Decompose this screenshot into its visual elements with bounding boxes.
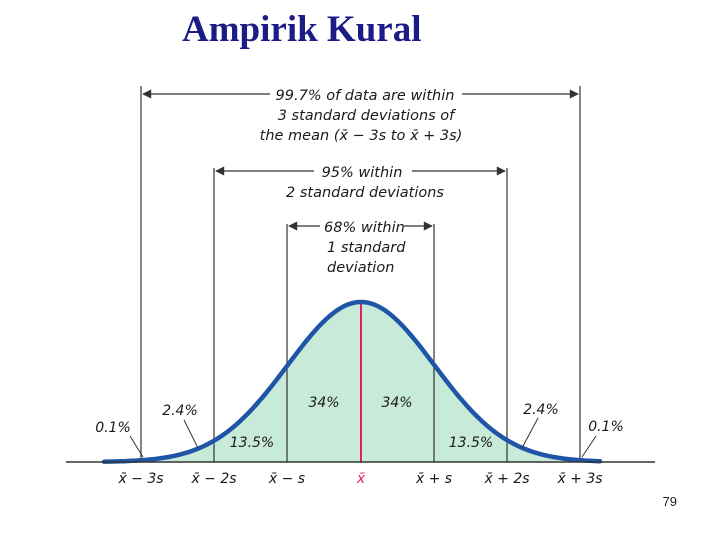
range-68-line-3: deviation — [327, 260, 394, 276]
label-left-tail: 0.1% — [95, 420, 131, 436]
range-99-line-2: 3 standard deviations of — [278, 108, 456, 124]
normal-curve — [101, 299, 603, 464]
label-left-0-1: 34% — [308, 395, 339, 411]
slide-title: Ampirik Kural — [182, 9, 422, 50]
range-68-line-2: 1 standard — [327, 240, 406, 256]
range-95-line-1: 95% within — [322, 165, 403, 181]
range-68-line-1: 68% within — [324, 220, 405, 236]
page-number: 79 — [662, 494, 677, 509]
axis-label-plus-1s: x̄ + s — [415, 471, 452, 487]
axis-label-mean: x̄ — [356, 471, 366, 487]
curve-area-fill — [104, 302, 600, 462]
leader-right-2-3 — [521, 417, 539, 449]
axis-label-plus-2s: x̄ + 2s — [483, 471, 529, 487]
label-left-1-2: 13.5% — [230, 435, 274, 451]
label-right-1-2: 13.5% — [449, 435, 493, 451]
leader-left-tail — [129, 435, 144, 458]
axis-label-plus-3s: x̄ + 3s — [556, 471, 602, 487]
axis-label-minus-3s: x̄ − 3s — [117, 471, 163, 487]
leader-right-tail — [581, 435, 597, 458]
axis-label-minus-1s: x̄ − s — [268, 471, 305, 487]
label-right-0-1: 34% — [381, 395, 412, 411]
axis-label-minus-2s: x̄ − 2s — [190, 471, 236, 487]
boundary-lines — [140, 86, 581, 462]
label-left-2-3: 2.4% — [162, 403, 198, 419]
range-95-line-2: 2 standard deviations — [286, 185, 444, 201]
label-right-tail: 0.1% — [588, 419, 624, 435]
leader-left-2-3 — [183, 419, 199, 449]
label-right-2-3: 2.4% — [523, 402, 559, 418]
range-99-line-3: the mean (x̄ − 3s to x̄ + 3s) — [260, 128, 463, 144]
range-99-line-1: 99.7% of data are within — [276, 88, 455, 104]
